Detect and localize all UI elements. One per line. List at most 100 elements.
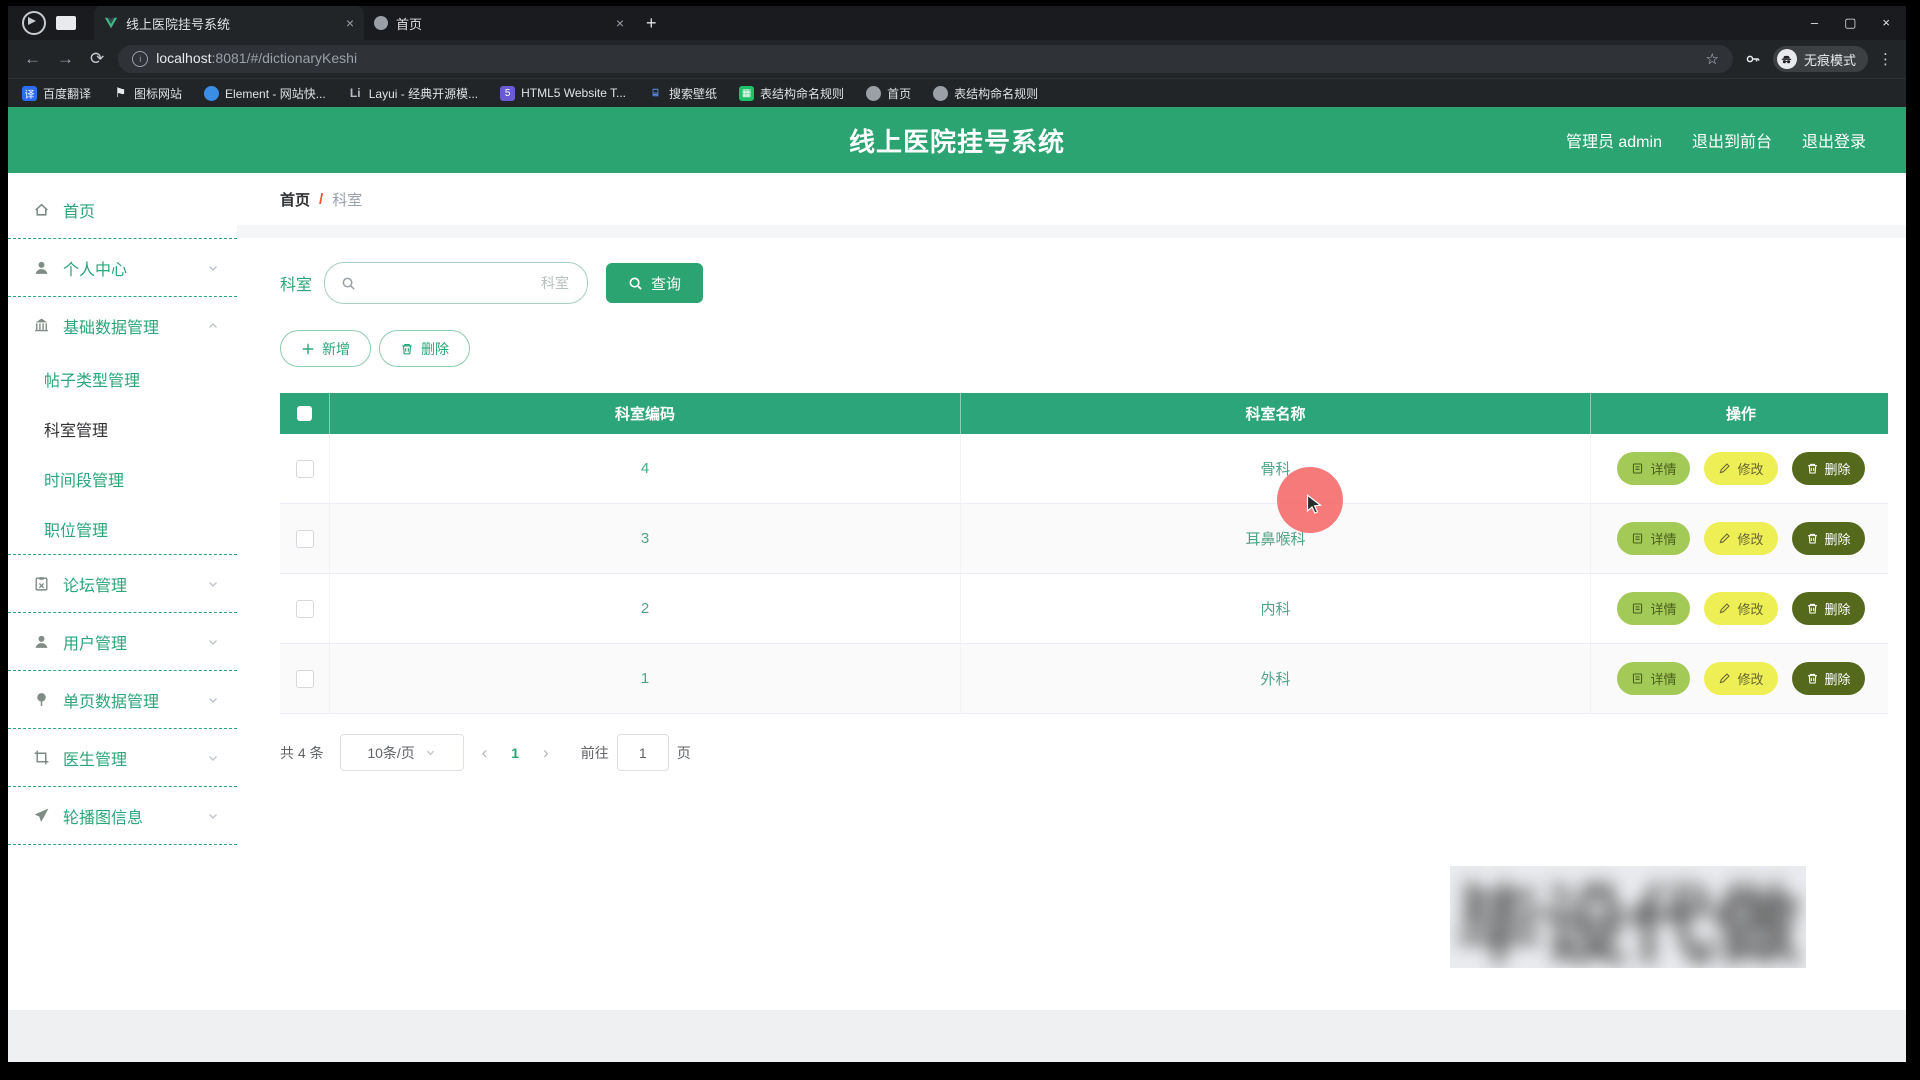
sidebar-subitem-department[interactable]: 科室管理: [8, 404, 237, 454]
tab-close-icon[interactable]: ×: [615, 15, 624, 31]
sidebar-item-label: 医生管理: [63, 751, 128, 769]
tab-favicon: [374, 16, 388, 30]
query-button[interactable]: 查询: [606, 263, 704, 303]
tab-hospital-system[interactable]: 线上医院挂号系统 ×: [94, 6, 364, 40]
bookmark-star-icon[interactable]: ☆: [1705, 51, 1719, 68]
user-icon: [35, 635, 48, 648]
sidebar-item-personal-center[interactable]: 个人中心: [8, 239, 237, 296]
bookmark-table-naming[interactable]: ▦ 表结构命名规则: [739, 85, 844, 102]
browser-menu-icon[interactable]: ⋮: [1878, 51, 1894, 68]
exit-to-front-link[interactable]: 退出到前台: [1691, 134, 1772, 151]
url-host: localhost: [156, 50, 212, 66]
address-bar[interactable]: i localhost:8081/#/dictionaryKeshi ☆: [118, 45, 1733, 73]
maximize-button[interactable]: ▢: [1844, 15, 1857, 30]
bookmark-baidu-translate[interactable]: 译百度翻译: [22, 85, 91, 102]
sidebar-item-forum[interactable]: 论坛管理: [8, 555, 237, 612]
divider: [8, 296, 237, 297]
sidebar-item-label: 论坛管理: [63, 577, 128, 595]
sidebar-item-single-page-data[interactable]: 单页数据管理: [8, 671, 237, 728]
detail-label: 详情: [1650, 672, 1677, 687]
edit-button[interactable]: 修改: [1704, 522, 1778, 555]
row-delete-button[interactable]: 删除: [1791, 662, 1865, 695]
search-icon: [629, 277, 642, 290]
search-box[interactable]: [324, 262, 589, 304]
row-delete-button[interactable]: 删除: [1791, 452, 1865, 485]
row-checkbox[interactable]: [295, 669, 314, 688]
bookmark-label: Layui - 经典开源模...: [368, 86, 479, 101]
bookmark-icon-site[interactable]: ⚑ 图标网站: [113, 85, 182, 102]
bookmark-table-naming-2[interactable]: 表结构命名规则: [933, 85, 1038, 102]
edit-button[interactable]: 修改: [1704, 452, 1778, 485]
layui-logo-icon: Li: [349, 86, 361, 100]
search-input[interactable]: [364, 274, 572, 292]
sidebar-item-home[interactable]: 首页: [8, 181, 237, 238]
sidebar-item-users[interactable]: 用户管理: [8, 613, 237, 670]
edit-button[interactable]: 修改: [1704, 662, 1778, 695]
chevron-down-icon: [209, 581, 217, 587]
row-checkbox[interactable]: [295, 599, 314, 618]
close-button[interactable]: ×: [1882, 15, 1890, 30]
delete-button[interactable]: 删除: [379, 330, 470, 367]
trash-icon: [1807, 533, 1817, 544]
sidebar: 首页 个人中心 基础数据管理 帖子类型管理 科室管理 时间段管理 职位管理: [8, 173, 237, 1010]
edit-button[interactable]: 修改: [1704, 592, 1778, 625]
detail-button[interactable]: 详情: [1617, 592, 1691, 625]
incognito-label: 无痕模式: [1803, 52, 1856, 68]
site-info-icon[interactable]: i: [132, 51, 149, 67]
pencil-icon: [1720, 603, 1731, 614]
back-icon[interactable]: ←: [24, 49, 41, 68]
add-button[interactable]: 新增: [280, 330, 371, 367]
next-page-button[interactable]: ›: [543, 742, 549, 762]
trash-icon: [1807, 463, 1817, 474]
edit-label: 修改: [1737, 672, 1764, 687]
logout-link[interactable]: 退出登录: [1801, 134, 1866, 151]
detail-button[interactable]: 详情: [1617, 522, 1691, 555]
prev-page-button[interactable]: ‹: [481, 742, 488, 762]
bookmark-layui[interactable]: Li Layui - 经典开源模...: [348, 85, 478, 102]
browser-logo-icon[interactable]: [22, 11, 46, 35]
sidebar-item-basic-data[interactable]: 基础数据管理: [8, 297, 237, 354]
sidebar-subitem-timeslot[interactable]: 时间段管理: [8, 454, 237, 504]
bookmark-html5[interactable]: 5 HTML5 Website T...: [500, 85, 626, 101]
tab-home[interactable]: 首页 ×: [364, 6, 634, 40]
bookmark-home[interactable]: 首页: [866, 85, 911, 102]
user-icon: [35, 261, 48, 274]
bookmark-label: 图标网站: [134, 86, 183, 101]
chevron-down-icon: [209, 755, 217, 761]
sidebar-subitem-post-type[interactable]: 帖子类型管理: [8, 354, 237, 404]
forward-icon[interactable]: →: [57, 49, 74, 68]
page-size-select[interactable]: 10条/页: [339, 734, 464, 771]
divider: [237, 225, 1906, 238]
tab-strip: 线上医院挂号系统 × 首页 × + – ▢ ×: [8, 6, 1906, 40]
sidebar-subitem-label: 职位管理: [44, 523, 109, 540]
sidebar-item-label: 基础数据管理: [63, 319, 160, 337]
pencil-icon: [1720, 673, 1731, 684]
key-icon[interactable]: [1745, 51, 1761, 67]
new-tab-button[interactable]: +: [646, 12, 657, 33]
sidebar-item-doctors[interactable]: 医生管理: [8, 729, 237, 786]
row-delete-button[interactable]: 删除: [1791, 592, 1865, 625]
wallpaper-icon: ⌸: [652, 87, 659, 99]
row-delete-button[interactable]: 删除: [1791, 522, 1865, 555]
select-all-checkbox[interactable]: [297, 406, 312, 421]
tab-close-icon[interactable]: ×: [345, 15, 354, 31]
columns-icon: [35, 318, 48, 332]
minimize-button[interactable]: –: [1810, 15, 1819, 30]
tab-title: 首页: [396, 16, 423, 32]
detail-button[interactable]: 详情: [1617, 452, 1691, 485]
window-list-icon[interactable]: [56, 16, 76, 30]
current-page[interactable]: 1: [511, 744, 520, 761]
bookmark-wallpaper[interactable]: ⌸ 搜索壁纸: [648, 85, 718, 102]
sidebar-subitem-position[interactable]: 职位管理: [8, 504, 237, 554]
row-checkbox[interactable]: [295, 529, 314, 548]
row-checkbox[interactable]: [295, 459, 314, 478]
delete-label: 删除: [1824, 532, 1851, 547]
sidebar-item-carousel[interactable]: 轮播图信息: [8, 787, 237, 844]
bookmark-element[interactable]: Element - 网站快...: [204, 85, 326, 102]
reload-icon[interactable]: ⟳: [90, 49, 105, 68]
breadcrumb-home[interactable]: 首页: [280, 191, 311, 209]
goto-page-input[interactable]: [616, 734, 669, 771]
chevron-down-icon: [209, 265, 217, 271]
url-path: :8081/#/dictionaryKeshi: [211, 50, 358, 66]
detail-button[interactable]: 详情: [1617, 662, 1691, 695]
